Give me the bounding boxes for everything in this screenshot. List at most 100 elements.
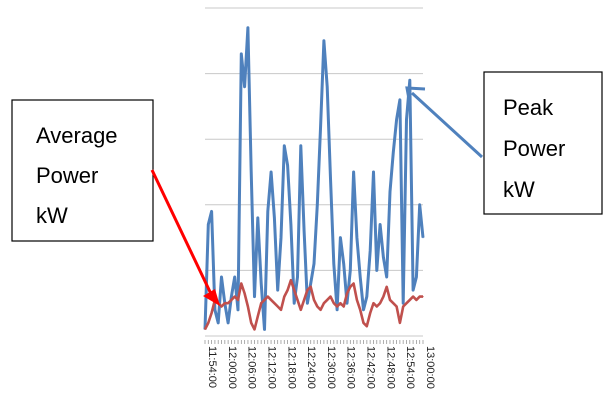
average-point: [343, 305, 345, 308]
average-point: [280, 309, 282, 311]
peak-point: [220, 276, 223, 278]
peak-point: [214, 309, 216, 311]
average-point: [234, 296, 236, 298]
x-tick-label: 12:24:00: [305, 346, 317, 389]
average-point: [247, 305, 249, 308]
x-tick-label: 12:18:00: [285, 346, 297, 389]
average-point: [211, 312, 213, 314]
average-point: [415, 299, 417, 301]
peak-point: [372, 171, 375, 173]
average-point: [300, 309, 302, 311]
peak-point: [290, 223, 292, 226]
peak-point: [349, 269, 351, 271]
peak-point: [366, 296, 368, 298]
peak-point: [217, 322, 219, 324]
average-point: [379, 302, 381, 304]
peak-point: [211, 210, 213, 212]
average-point: [250, 322, 252, 324]
average-callout-box: [11, 99, 154, 242]
average-callout-line-3: kW: [36, 203, 68, 228]
average-point: [376, 305, 378, 308]
x-tick-label: 12:36:00: [345, 346, 357, 389]
peak-point: [244, 86, 246, 88]
average-point: [422, 296, 424, 298]
average-point: [310, 286, 312, 288]
average-point: [293, 289, 295, 291]
peak-point: [382, 256, 384, 258]
peak-point: [379, 223, 381, 226]
average-point: [273, 302, 275, 304]
average-point: [230, 299, 232, 301]
peak-point: [396, 118, 398, 121]
peak-point: [263, 328, 266, 330]
average-point: [362, 322, 365, 324]
average-arrow-shaft: [150, 169, 214, 297]
peak-point: [234, 276, 236, 278]
peak-point: [359, 276, 361, 278]
average-point: [267, 296, 269, 298]
x-tick-label: 12:54:00: [404, 346, 416, 389]
average-point: [372, 302, 375, 304]
average-series: [203, 278, 424, 331]
peak-point: [300, 145, 302, 147]
peak-point: [283, 145, 285, 147]
peak-series: [203, 26, 425, 331]
peak-point: [336, 309, 338, 311]
peak-point: [346, 302, 348, 304]
peak-point: [415, 276, 417, 278]
peak-point: [227, 322, 229, 324]
average-point: [359, 309, 361, 311]
peak-arrow: [405, 86, 484, 159]
average-point: [382, 296, 384, 298]
peak-point: [323, 40, 325, 42]
average-callout-line-1: Average: [36, 123, 118, 148]
average-point: [240, 282, 242, 285]
average-point: [253, 328, 256, 330]
peak-point: [316, 204, 318, 206]
average-point: [333, 302, 335, 304]
peak-point: [207, 223, 209, 226]
average-point: [237, 299, 239, 301]
peak-point: [230, 296, 232, 298]
average-arrow: [150, 169, 220, 306]
peak-point: [306, 302, 308, 304]
peak-point: [392, 151, 394, 153]
average-point: [296, 299, 299, 301]
average-point: [405, 302, 408, 304]
peak-point: [310, 282, 312, 285]
average-point: [290, 279, 292, 281]
average-point: [346, 292, 348, 294]
peak-point: [339, 237, 341, 239]
average-point: [353, 282, 355, 285]
average-point: [399, 322, 401, 324]
peak-point: [362, 309, 365, 311]
peak-point: [386, 276, 388, 278]
peak-point: [405, 118, 408, 121]
average-point: [392, 302, 394, 304]
x-tick-label: 12:42:00: [365, 346, 377, 389]
average-point: [356, 299, 358, 301]
average-point: [316, 305, 318, 308]
average-point: [283, 296, 285, 298]
average-point: [224, 302, 226, 304]
average-point: [207, 322, 209, 324]
average-point: [306, 289, 308, 291]
peak-point: [237, 309, 239, 311]
average-point: [303, 299, 305, 301]
average-point: [396, 305, 398, 308]
peak-point: [412, 289, 414, 291]
average-power-callout: Average Power kW: [11, 99, 154, 242]
average-point: [204, 328, 206, 330]
average-point: [220, 305, 223, 308]
peak-point: [287, 164, 289, 166]
x-tick-label: 12:00:00: [226, 346, 238, 389]
average-point: [287, 289, 289, 291]
average-point: [320, 309, 322, 311]
peak-point: [356, 237, 358, 239]
average-point: [366, 325, 368, 327]
peak-point: [267, 210, 269, 212]
average-point: [257, 315, 259, 317]
peak-point: [320, 125, 322, 127]
peak-point: [257, 217, 259, 219]
